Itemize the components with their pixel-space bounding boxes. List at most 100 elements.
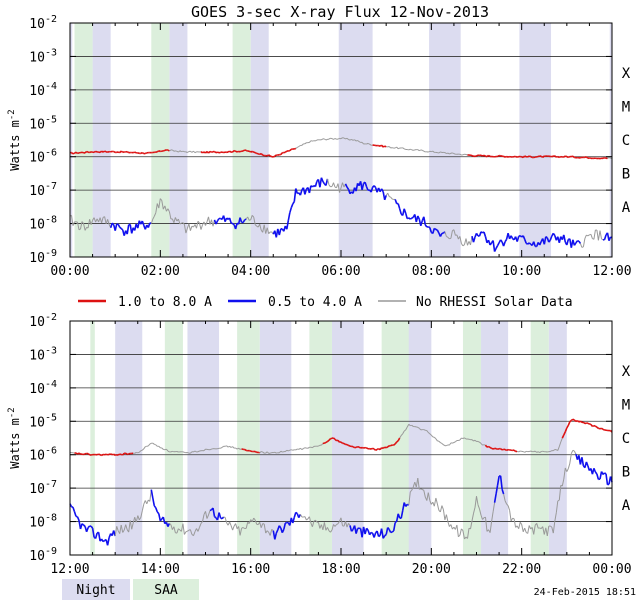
long-series-segment: [388, 446, 390, 447]
long-series-segment: [79, 453, 81, 454]
legend-night-label: Night: [76, 583, 115, 598]
long-series-segment: [600, 158, 602, 159]
short-series-segment: [147, 500, 149, 504]
long-series-segment: [367, 143, 369, 144]
short-series-segment: [517, 236, 519, 241]
short-series-segment: [87, 528, 89, 532]
short-series-segment: [231, 223, 233, 224]
short-series-segment: [374, 186, 376, 188]
short-series-segment: [602, 239, 604, 240]
x-tick-label: 12:00: [50, 562, 89, 577]
x-tick-label: 12:00: [592, 264, 631, 279]
short-series-segment: [120, 227, 122, 228]
long-series-segment: [297, 147, 299, 148]
long-series-segment: [389, 147, 391, 149]
long-series-segment: [543, 156, 545, 157]
long-series-segment: [296, 147, 298, 148]
short-series-segment: [78, 517, 80, 521]
flare-class-label: A: [622, 498, 631, 514]
short-series-segment: [197, 221, 199, 228]
long-series-segment: [555, 156, 557, 157]
band-legend: Night SAA: [62, 579, 199, 600]
short-series-segment: [163, 517, 165, 524]
long-series-segment: [273, 156, 275, 157]
short-series-segment: [463, 245, 465, 246]
long-series-segment: [111, 151, 113, 152]
short-series-segment: [315, 181, 317, 186]
short-series-segment: [597, 474, 599, 479]
y-tick-label: 10-8: [29, 215, 57, 233]
saa-band: [237, 321, 260, 555]
long-series-segment: [198, 451, 200, 452]
short-series-segment: [576, 241, 578, 243]
short-series-segment: [309, 186, 311, 193]
short-series-segment: [269, 232, 271, 234]
long-series-segment: [88, 454, 90, 455]
y-tick-label: 10-5: [29, 114, 57, 132]
short-series-segment: [75, 512, 77, 517]
x-tick-label: 10:00: [502, 264, 541, 279]
long-series-segment: [580, 421, 582, 422]
chart-title: GOES 3-sec X-ray Flux 12-Nov-2013: [191, 3, 489, 21]
long-series-segment: [212, 152, 214, 153]
night-band: [519, 23, 551, 257]
long-series-segment: [335, 439, 337, 440]
long-series-segment: [215, 152, 217, 153]
short-series-segment: [594, 468, 596, 472]
long-series-segment: [76, 152, 78, 153]
short-series-segment: [501, 240, 503, 242]
long-series-segment: [168, 451, 170, 452]
short-series-segment: [186, 531, 188, 532]
long-series-segment: [222, 446, 224, 447]
long-series-segment: [315, 140, 317, 141]
long-series-segment: [454, 442, 456, 443]
long-series-segment: [195, 152, 197, 153]
long-series-segment: [156, 445, 158, 447]
long-series-segment: [508, 157, 510, 158]
long-series-segment: [261, 452, 263, 453]
short-series-segment: [493, 241, 495, 252]
short-series-segment: [388, 193, 390, 196]
long-series-segment: [361, 448, 363, 449]
night-band: [115, 321, 142, 555]
short-series-segment: [300, 514, 302, 517]
long-series-segment: [367, 448, 369, 449]
long-series-segment: [529, 451, 531, 452]
y-axis-label: Watts m-2: [7, 407, 22, 468]
short-series-segment: [434, 498, 436, 506]
long-series-segment: [496, 449, 498, 450]
short-series-segment: [115, 224, 117, 231]
short-series-segment: [466, 239, 468, 246]
long-series-segment: [531, 451, 533, 452]
long-series-segment: [449, 443, 451, 445]
short-series-segment: [400, 209, 402, 214]
short-series-segment: [374, 533, 376, 538]
y-tick-label: 10-2: [29, 14, 57, 32]
short-series-segment: [79, 229, 81, 230]
y-tick-label: 10-7: [29, 479, 57, 497]
long-series-segment: [403, 148, 405, 149]
long-series-segment: [595, 158, 597, 159]
long-series-segment: [507, 450, 509, 451]
short-series-segment: [206, 222, 208, 226]
long-series-segment: [261, 154, 263, 156]
short-series-segment: [230, 522, 232, 526]
long-series-segment: [422, 150, 424, 151]
short-series-segment: [306, 519, 308, 520]
long-series-segment: [82, 152, 84, 153]
short-series-segment: [606, 474, 608, 485]
short-series-segment: [296, 512, 298, 513]
night-band: [481, 321, 508, 555]
y-tick-label: 10-4: [29, 379, 57, 397]
short-series-segment: [410, 218, 412, 219]
long-series-segment: [105, 454, 107, 455]
short-series-segment: [82, 524, 84, 525]
short-series-segment: [513, 518, 515, 519]
short-series-segment: [571, 450, 573, 453]
short-series-segment: [437, 504, 439, 510]
long-series-segment: [270, 453, 272, 454]
long-series-segment: [460, 438, 462, 440]
short-series-segment: [511, 518, 512, 521]
short-series-segment: [605, 235, 607, 240]
long-series-segment: [440, 152, 442, 153]
